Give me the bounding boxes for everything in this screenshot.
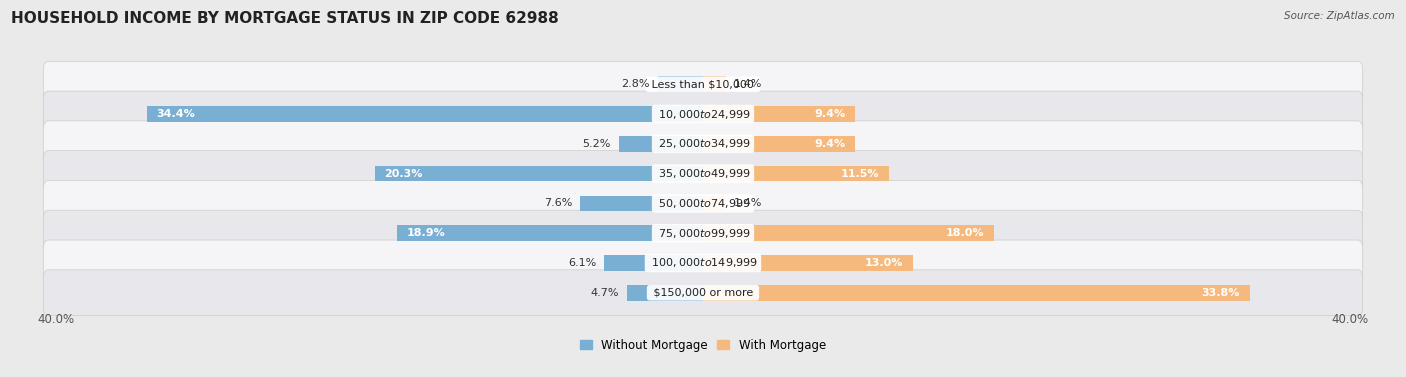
- Bar: [703, 106, 855, 122]
- Text: $25,000 to $34,999: $25,000 to $34,999: [655, 137, 751, 150]
- Text: $150,000 or more: $150,000 or more: [650, 288, 756, 298]
- Bar: [703, 166, 889, 181]
- Bar: [703, 196, 725, 211]
- Bar: [703, 225, 994, 241]
- Bar: [375, 166, 703, 181]
- Text: Source: ZipAtlas.com: Source: ZipAtlas.com: [1284, 11, 1395, 21]
- Bar: [398, 225, 703, 241]
- FancyBboxPatch shape: [44, 181, 1362, 226]
- Text: $10,000 to $24,999: $10,000 to $24,999: [655, 107, 751, 121]
- Text: $100,000 to $149,999: $100,000 to $149,999: [648, 256, 758, 270]
- Bar: [605, 255, 703, 271]
- Text: 33.8%: 33.8%: [1202, 288, 1240, 298]
- Bar: [619, 136, 703, 152]
- Bar: [703, 255, 914, 271]
- Text: 1.4%: 1.4%: [734, 79, 762, 89]
- FancyBboxPatch shape: [44, 210, 1362, 256]
- Text: 7.6%: 7.6%: [544, 198, 572, 208]
- Text: 20.3%: 20.3%: [384, 169, 423, 179]
- Bar: [703, 285, 1250, 300]
- Text: 34.4%: 34.4%: [156, 109, 195, 119]
- Text: 18.0%: 18.0%: [946, 228, 984, 238]
- FancyBboxPatch shape: [44, 61, 1362, 107]
- Bar: [703, 136, 855, 152]
- Text: $75,000 to $99,999: $75,000 to $99,999: [655, 227, 751, 240]
- Text: $50,000 to $74,999: $50,000 to $74,999: [655, 197, 751, 210]
- FancyBboxPatch shape: [44, 121, 1362, 167]
- Bar: [658, 77, 703, 92]
- Text: 2.8%: 2.8%: [621, 79, 650, 89]
- Text: 13.0%: 13.0%: [865, 258, 904, 268]
- Text: 18.9%: 18.9%: [408, 228, 446, 238]
- Text: $35,000 to $49,999: $35,000 to $49,999: [655, 167, 751, 180]
- Text: 11.5%: 11.5%: [841, 169, 879, 179]
- Text: 9.4%: 9.4%: [814, 109, 845, 119]
- FancyBboxPatch shape: [44, 151, 1362, 196]
- Text: HOUSEHOLD INCOME BY MORTGAGE STATUS IN ZIP CODE 62988: HOUSEHOLD INCOME BY MORTGAGE STATUS IN Z…: [11, 11, 560, 26]
- Text: 5.2%: 5.2%: [582, 139, 610, 149]
- FancyBboxPatch shape: [44, 270, 1362, 316]
- Text: 4.7%: 4.7%: [591, 288, 619, 298]
- Text: 1.4%: 1.4%: [734, 198, 762, 208]
- Bar: [581, 196, 703, 211]
- Text: 9.4%: 9.4%: [814, 139, 845, 149]
- Text: 6.1%: 6.1%: [568, 258, 596, 268]
- Bar: [627, 285, 703, 300]
- FancyBboxPatch shape: [44, 91, 1362, 137]
- Bar: [703, 77, 725, 92]
- Bar: [146, 106, 703, 122]
- Legend: Without Mortgage, With Mortgage: Without Mortgage, With Mortgage: [575, 334, 831, 356]
- Text: Less than $10,000: Less than $10,000: [648, 79, 758, 89]
- FancyBboxPatch shape: [44, 240, 1362, 286]
